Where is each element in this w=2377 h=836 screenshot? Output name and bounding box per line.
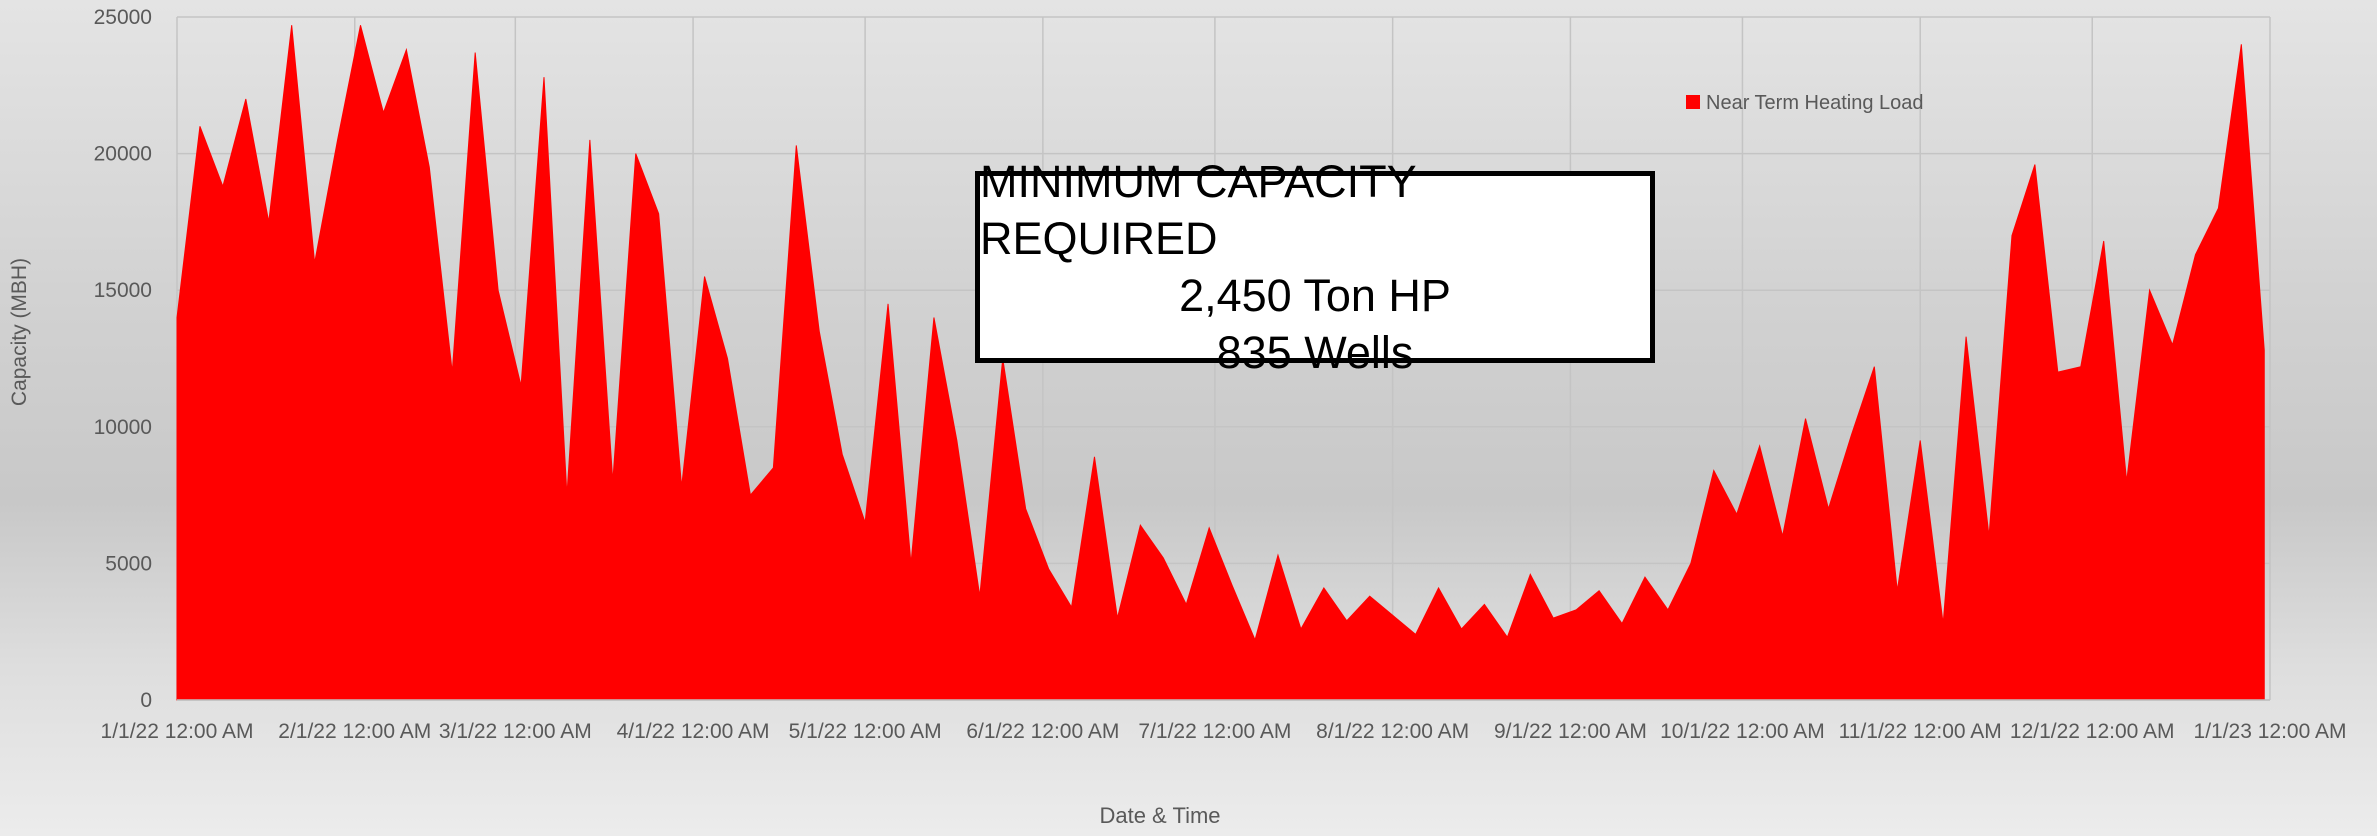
x-tick-label: 9/1/22 12:00 AM [1480, 719, 1660, 744]
y-tick-label: 25000 [94, 6, 152, 29]
annotation-line: MINIMUM CAPACITY REQUIRED [980, 153, 1650, 267]
legend-label: Near Term Heating Load [1706, 92, 1924, 114]
annotation-box: MINIMUM CAPACITY REQUIRED 2,450 Ton HP 8… [975, 171, 1655, 363]
x-tick-label: 1/1/23 12:00 AM [2180, 719, 2360, 744]
y-axis-title: Capacity (MBH) [8, 258, 31, 406]
x-tick-label: 12/1/22 12:00 AM [2002, 719, 2182, 744]
page: {"chart_data": {"type": "area", "y_label… [0, 0, 2377, 836]
x-tick-label: 6/1/22 12:00 AM [953, 719, 1133, 744]
x-tick-label: 10/1/22 12:00 AM [1652, 719, 1832, 744]
y-tick-label: 10000 [94, 416, 152, 439]
y-tick-label: 0 [140, 689, 152, 712]
chart: Capacity (MBH) Date & Time 0 5000 10000 150… [0, 0, 2377, 836]
x-tick-label: 2/1/22 12:00 AM [265, 719, 445, 744]
annotation-line: 2,450 Ton HP [1179, 267, 1451, 324]
x-tick-label: 5/1/22 12:00 AM [775, 719, 955, 744]
x-tick-label: 4/1/22 12:00 AM [603, 719, 783, 744]
y-tick-label: 15000 [94, 279, 152, 302]
x-axis-title: Date & Time [1099, 803, 1220, 828]
annotation-line: 835 Wells [1217, 324, 1414, 381]
x-tick-label: 1/1/22 12:00 AM [87, 719, 267, 744]
x-tick-label: 3/1/22 12:00 AM [425, 719, 605, 744]
y-tick-label: 5000 [105, 552, 152, 575]
x-tick-label: 8/1/22 12:00 AM [1303, 719, 1483, 744]
y-tick-label: 20000 [94, 143, 152, 166]
x-tick-label: 11/1/22 12:00 AM [1830, 719, 2010, 744]
legend-swatch [1686, 95, 1700, 109]
x-tick-label: 7/1/22 12:00 AM [1125, 719, 1305, 744]
